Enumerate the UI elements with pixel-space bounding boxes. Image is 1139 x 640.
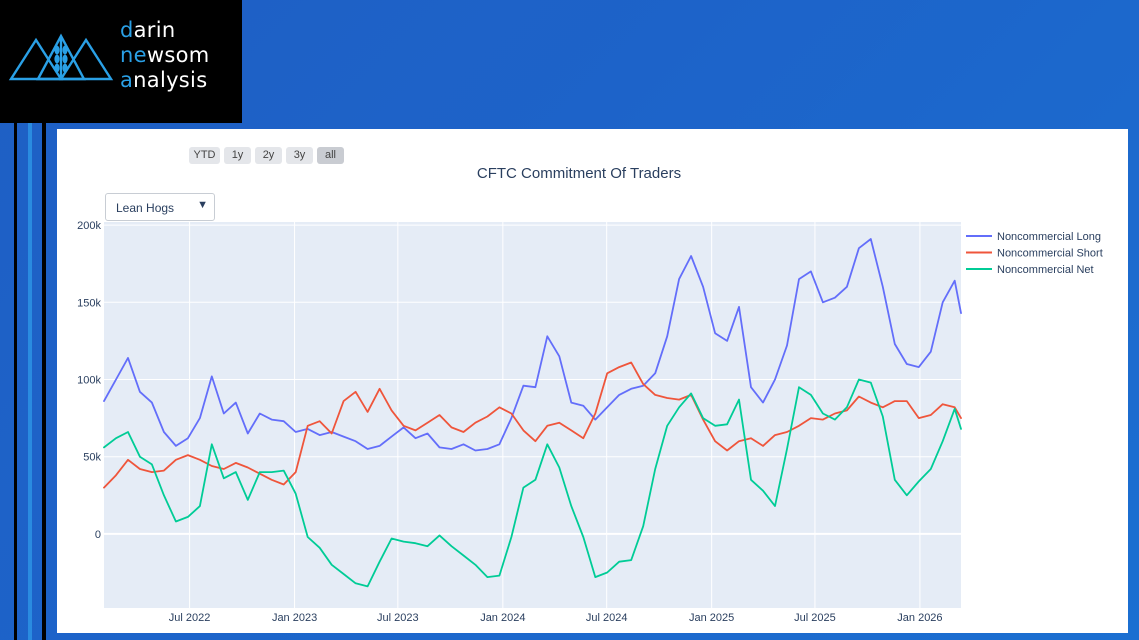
range-button-2y[interactable]: 2y [255, 147, 282, 164]
dropdown-arrow-icon: ▼ [197, 199, 208, 211]
x-tick-label: Jan 2024 [480, 612, 525, 624]
series-line-noncommercial-short[interactable] [103, 361, 962, 489]
logo-letters: ne [120, 43, 147, 67]
x-tick-label: Jul 2023 [377, 612, 419, 624]
side-stripe-blue [28, 123, 32, 640]
x-tick-label: Jul 2024 [586, 612, 628, 624]
series-line-noncommercial-net[interactable] [103, 378, 962, 588]
y-tick-label: 0 [95, 529, 101, 541]
x-tick-label: Jul 2022 [169, 612, 211, 624]
side-stripe-black [42, 123, 46, 640]
x-tick-label: Jan 2023 [272, 612, 317, 624]
logo-line-1: darin [120, 18, 209, 43]
chart-title: CFTC Commitment Of Traders [477, 165, 681, 182]
x-tick-label: Jul 2025 [794, 612, 836, 624]
legend-entry[interactable]: Noncommercial Long [997, 231, 1101, 243]
logo-line-3: analysis [120, 68, 209, 93]
logo-letter: w [146, 43, 165, 67]
series-line-noncommercial-long[interactable] [103, 238, 962, 452]
logo-letters: arin [133, 18, 176, 42]
plot-area[interactable] [104, 222, 961, 608]
range-button-3y[interactable]: 3y [286, 147, 313, 164]
x-tick-label: Jan 2025 [689, 612, 734, 624]
y-tick-label: 200k [77, 220, 101, 232]
logo-letters: nalysis [133, 68, 208, 92]
y-tick-label: 50k [83, 452, 101, 464]
logo-box: darin newsom analysis [0, 0, 242, 123]
range-button-ytd[interactable]: YTD [189, 147, 220, 164]
y-tick-label: 150k [77, 297, 101, 309]
y-tick-label: 100k [77, 374, 101, 386]
side-stripe-black [14, 123, 17, 640]
logo-line-2: newsom [120, 43, 209, 68]
x-tick-label: Jan 2026 [897, 612, 942, 624]
logo-letters: som [164, 43, 210, 67]
range-button-1y[interactable]: 1y [224, 147, 251, 164]
commodity-dropdown-value: Lean Hogs [116, 201, 175, 215]
commodity-dropdown[interactable]: Lean Hogs ▼ [105, 193, 215, 221]
logo-letter: a [120, 68, 134, 92]
logo-mountains-icon [8, 33, 114, 81]
logo-letter: d [120, 18, 134, 42]
logo-wordmark: darin newsom analysis [120, 18, 209, 93]
range-button-all[interactable]: all [317, 147, 344, 164]
legend-entry[interactable]: Noncommercial Net [997, 264, 1094, 276]
legend-entry[interactable]: Noncommercial Short [997, 248, 1103, 260]
